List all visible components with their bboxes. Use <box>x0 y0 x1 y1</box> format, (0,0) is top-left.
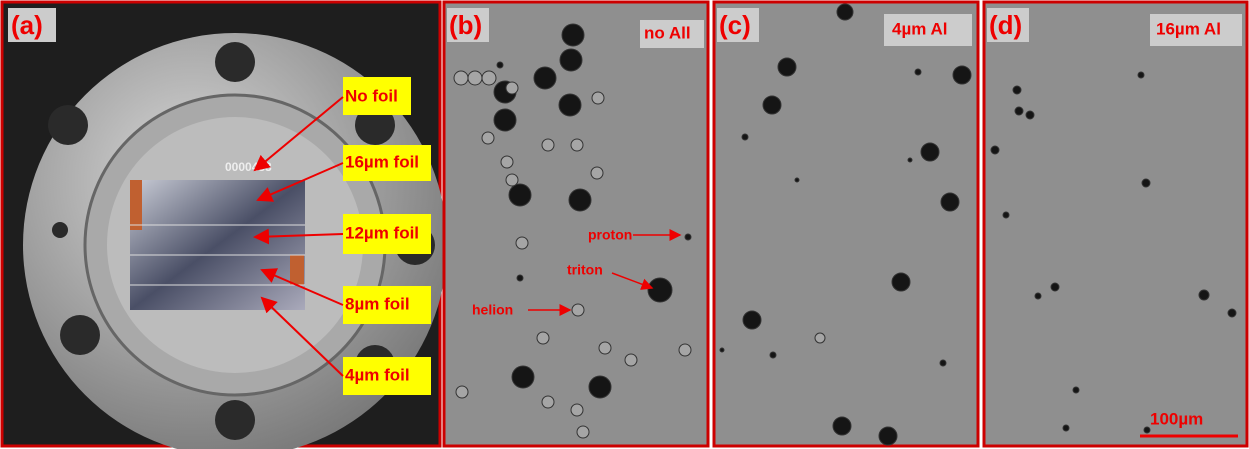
particle-label: proton <box>588 227 632 243</box>
track <box>516 237 528 249</box>
track <box>589 376 611 398</box>
track <box>908 158 912 162</box>
foil-label: 4µm foil <box>345 365 410 384</box>
track <box>991 146 999 154</box>
particle-label: triton <box>567 262 603 278</box>
track <box>592 92 604 104</box>
track <box>915 69 921 75</box>
track <box>815 333 825 343</box>
track <box>506 174 518 186</box>
track <box>591 167 603 179</box>
panel-d: (d) 16µm Al 100µm <box>984 2 1247 446</box>
track <box>517 275 523 281</box>
track <box>1138 72 1144 78</box>
track <box>685 234 691 240</box>
track <box>1073 387 1079 393</box>
scale-label: 100µm <box>1150 409 1203 428</box>
track <box>770 352 776 358</box>
panel-tag: 4µm Al <box>892 19 947 38</box>
track <box>742 134 748 140</box>
track <box>921 143 939 161</box>
track <box>953 66 971 84</box>
foil-label: 8µm foil <box>345 294 410 313</box>
track <box>562 24 584 46</box>
track <box>569 189 591 211</box>
track <box>1035 293 1041 299</box>
track <box>506 82 518 94</box>
track <box>482 71 496 85</box>
foil-label: No foil <box>345 86 398 105</box>
track <box>501 156 513 168</box>
track <box>571 139 583 151</box>
panel-b: (b) no All proton triton helion <box>444 2 708 446</box>
track <box>879 427 897 445</box>
panel-label: (a) <box>11 10 43 40</box>
track <box>456 386 468 398</box>
track <box>1003 212 1009 218</box>
panel-tag: 16µm Al <box>1156 19 1221 38</box>
track <box>509 184 531 206</box>
track <box>940 360 946 366</box>
track <box>1063 425 1069 431</box>
track <box>1142 179 1150 187</box>
track <box>833 417 851 435</box>
panel-a: 0000453 (a) No foil 16µm foil 12µm foil … <box>2 2 447 449</box>
track <box>1228 309 1236 317</box>
track <box>468 71 482 85</box>
track <box>571 404 583 416</box>
track <box>1199 290 1209 300</box>
foil-label: 16µm foil <box>345 152 419 171</box>
track <box>1013 86 1021 94</box>
track <box>494 109 516 131</box>
panel-tag: no All <box>644 23 691 42</box>
track <box>625 354 637 366</box>
track <box>1015 107 1023 115</box>
track <box>542 396 554 408</box>
track <box>795 178 799 182</box>
track <box>1051 283 1059 291</box>
track <box>542 139 554 151</box>
track <box>599 342 611 354</box>
track <box>778 58 796 76</box>
panel-c: (c) 4µm Al <box>714 2 978 446</box>
track <box>482 132 494 144</box>
panel-label: (d) <box>989 10 1022 40</box>
track <box>560 49 582 71</box>
track <box>941 193 959 211</box>
track <box>497 62 503 68</box>
track <box>534 67 556 89</box>
track <box>837 4 853 20</box>
track <box>512 366 534 388</box>
track <box>743 311 761 329</box>
particle-label: helion <box>472 302 513 318</box>
track <box>720 348 724 352</box>
track <box>892 273 910 291</box>
panel-label: (b) <box>449 10 482 40</box>
track <box>577 426 589 438</box>
track <box>763 96 781 114</box>
track <box>454 71 468 85</box>
track <box>572 304 584 316</box>
track <box>1026 111 1034 119</box>
track <box>679 344 691 356</box>
track <box>648 278 672 302</box>
panel-label: (c) <box>719 10 751 40</box>
track <box>559 94 581 116</box>
track <box>537 332 549 344</box>
foil-label: 12µm foil <box>345 223 419 242</box>
figure: 0000453 (a) No foil 16µm foil 12µm foil … <box>0 0 1249 449</box>
